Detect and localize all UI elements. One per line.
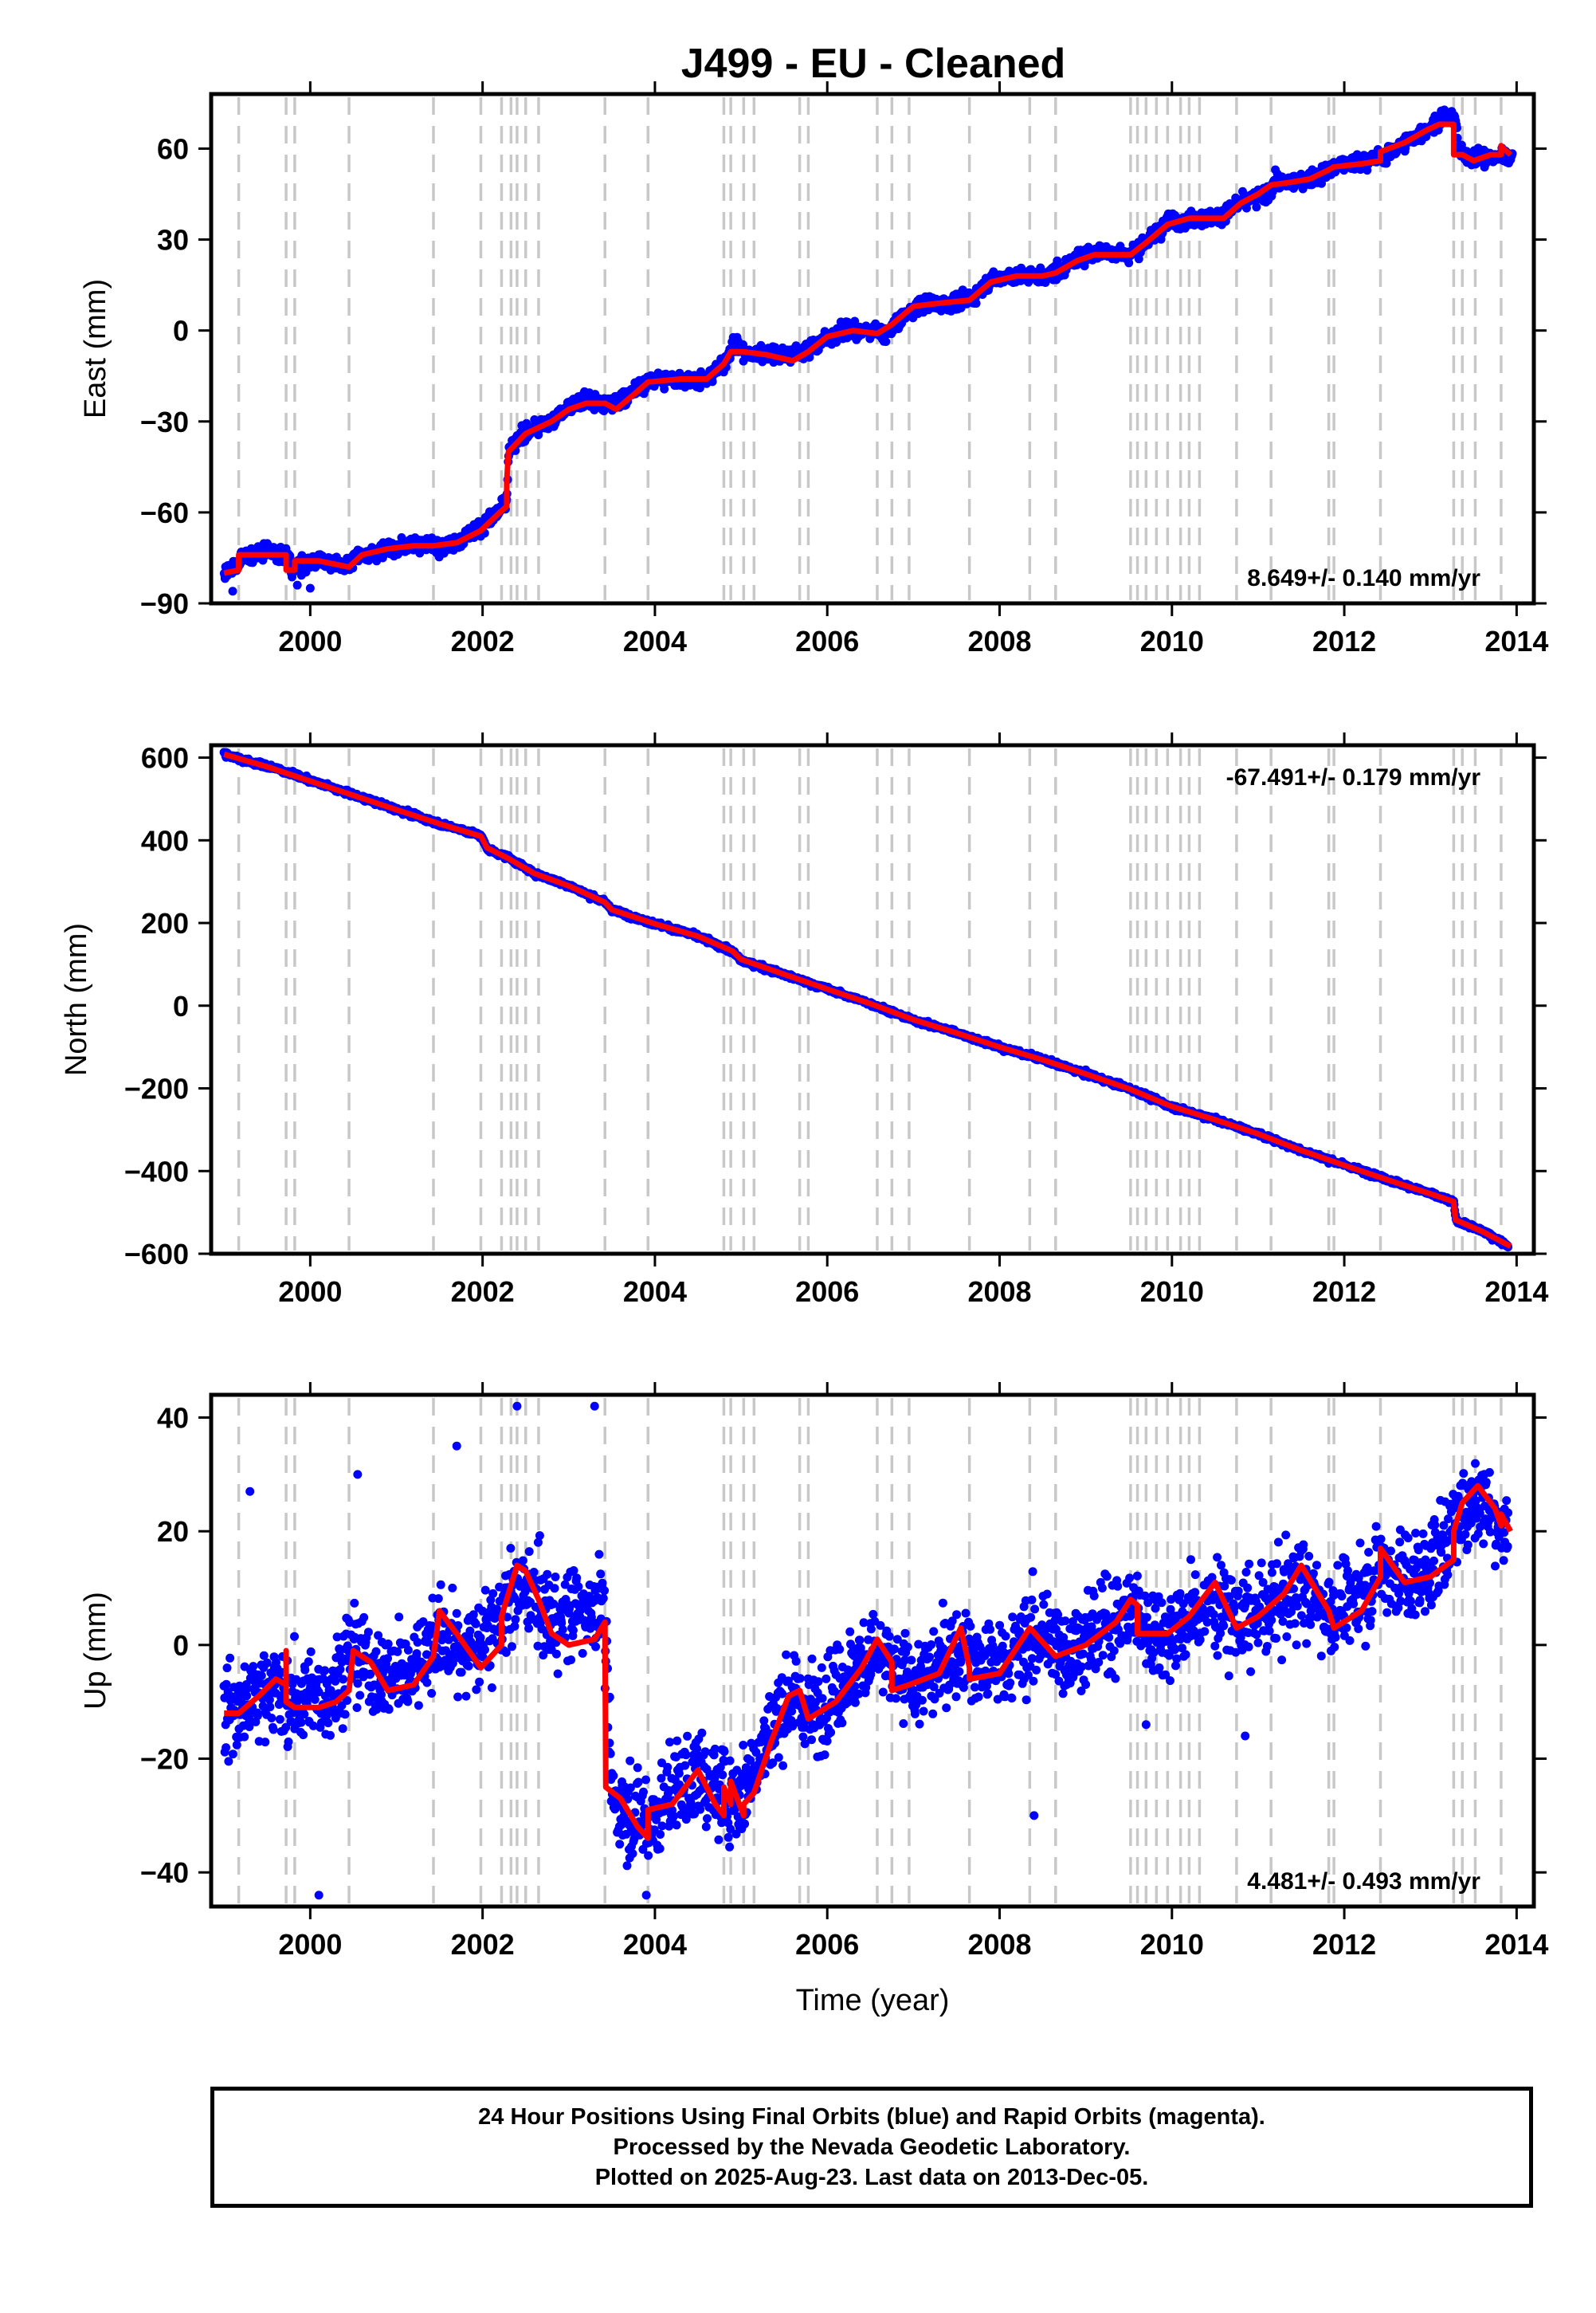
east-panel: 2000 2002 2004 2006 2008 2010 2012 2014 −90 −60 −3… [79,81,1548,658]
y-tick-label: −90 [140,587,189,620]
event-lines [237,748,1503,1251]
plot-frame [209,92,1536,606]
outlier-point [292,580,302,590]
data-point [971,299,981,308]
y-tick-label: 30 [157,224,189,257]
data-point [1053,256,1062,265]
x-tick-label: 2000 [278,625,342,658]
x-tick-label: 2012 [1312,625,1376,658]
data-point [1317,179,1326,188]
x-tick-label: 2008 [967,625,1031,658]
y-axis-label: East (mm) [79,279,112,418]
outlier-point [305,583,315,593]
x-tick-label: 2004 [623,625,687,658]
data-point [739,340,748,349]
x-tick-label: 2010 [1140,625,1204,658]
y-tick-label: 0 [173,315,189,348]
data-point [660,384,669,394]
north-panel: 2000 2002 2004 2006 2008 2010 2012 2014−600−400… [60,732,1548,1308]
outlier-point [228,587,237,596]
x-tick-label: 2006 [795,625,859,658]
data-points [219,105,1517,596]
data-point [1382,159,1391,168]
x-tick-label: 2014 [1484,625,1548,658]
outlier-point [469,520,479,529]
event-lines [237,97,1503,600]
figure-title: J499 - EU - Cleaned [681,41,1066,87]
y-tick-label: −30 [140,406,189,438]
model-fit-line [223,121,1513,576]
y-tick-label: 60 [157,132,189,165]
rate-label: 8.649+/- 0.140 mm/yr [1247,565,1480,591]
data-point [1124,258,1134,268]
figure: J499 - EU - Cleaned 2000 2002 2004 2006 2008… [60,41,1548,2017]
x-tick-label: 2002 [451,625,515,658]
data-point [850,316,860,326]
y-tick-label: −60 [140,497,189,529]
data-point [1252,202,1261,212]
data-point [881,337,891,347]
